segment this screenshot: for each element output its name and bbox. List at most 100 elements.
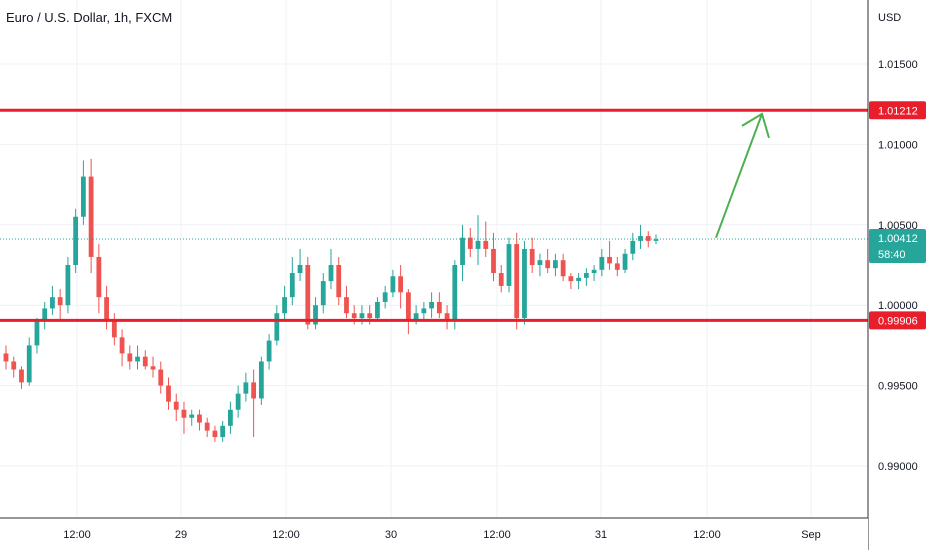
candle-body xyxy=(111,321,117,338)
candle-body xyxy=(181,409,187,418)
candle-body xyxy=(491,248,496,274)
chart-title: Euro / U.S. Dollar, 1h, FXCM xyxy=(6,10,173,25)
level-price-label: 1.01212 xyxy=(878,105,918,117)
price-axis-currency: USD xyxy=(878,12,901,24)
projection-arrow-head xyxy=(741,112,770,139)
candle-body xyxy=(405,292,411,322)
candle-body xyxy=(34,321,40,346)
candle-body xyxy=(560,260,566,277)
level-price-label: 0.99906 xyxy=(878,315,918,327)
candle-body xyxy=(11,361,17,370)
candle-body xyxy=(320,281,326,306)
candle-body xyxy=(475,240,481,249)
candle-body xyxy=(142,356,148,367)
time-axis-panel xyxy=(0,518,868,550)
x-tick-label: 29 xyxy=(175,529,187,541)
x-tick-label: 12:00 xyxy=(693,529,721,541)
candle-body xyxy=(583,273,589,278)
candle-body xyxy=(421,308,427,314)
candle-body xyxy=(158,369,164,386)
candle-body xyxy=(576,277,582,282)
candle-body xyxy=(282,297,287,314)
x-tick-label: 12:00 xyxy=(272,529,300,541)
candle-body xyxy=(65,265,71,306)
candle-body xyxy=(630,240,636,254)
candle-body xyxy=(514,244,520,319)
x-tick-label: 12:00 xyxy=(63,529,91,541)
bar-countdown: 58:40 xyxy=(878,249,906,261)
candle-body xyxy=(622,253,628,270)
candle-body xyxy=(653,239,659,241)
candle-body xyxy=(537,260,543,265)
candle-body xyxy=(274,313,280,341)
candle-body xyxy=(607,256,612,264)
candle-body xyxy=(96,256,102,298)
x-tick-label: 31 xyxy=(595,529,607,541)
level-price-badge xyxy=(869,311,926,330)
candle-body xyxy=(57,297,63,306)
candle-body xyxy=(73,216,79,265)
x-tick-label: 12:00 xyxy=(483,529,511,541)
candle-body xyxy=(305,265,311,325)
candle-body xyxy=(367,313,373,319)
candle-body xyxy=(19,369,24,383)
candle-body xyxy=(467,237,473,249)
candle-body xyxy=(135,356,140,362)
candle-body xyxy=(251,382,257,399)
candle-body xyxy=(328,265,334,282)
candle-body xyxy=(344,297,349,314)
candle-body xyxy=(88,176,94,257)
candle-body xyxy=(50,297,55,309)
x-tick-label: Sep xyxy=(801,529,821,541)
candle-body xyxy=(553,260,558,269)
current-price-badge xyxy=(869,228,926,263)
candle-body xyxy=(189,414,195,418)
candle-body xyxy=(204,422,210,431)
candle-body xyxy=(258,361,264,399)
candle-body xyxy=(80,176,86,217)
candle-body xyxy=(614,263,620,270)
candle-body xyxy=(436,301,442,314)
candle-body xyxy=(212,430,218,438)
y-tick-label: 0.99000 xyxy=(878,461,918,473)
candle-body xyxy=(638,236,643,241)
candle-body xyxy=(3,353,9,362)
candle-body xyxy=(150,366,156,370)
level-price-badge xyxy=(869,101,926,120)
candle-body xyxy=(166,385,171,402)
candle-body xyxy=(529,248,535,265)
y-tick-label: 1.00000 xyxy=(878,300,918,312)
candle-body xyxy=(522,248,527,319)
candle-body xyxy=(266,340,272,362)
projection-arrow-shaft[interactable] xyxy=(715,113,763,239)
candle-body xyxy=(599,256,605,270)
current-price-label: 1.00412 xyxy=(878,233,918,245)
candle-body xyxy=(375,301,380,319)
candle-body xyxy=(297,265,303,274)
candle-body xyxy=(359,313,365,319)
candle-body xyxy=(498,273,504,286)
candle-body xyxy=(429,301,434,309)
candle-body xyxy=(351,313,357,319)
candle-body xyxy=(452,265,458,322)
candle-body xyxy=(336,265,342,298)
candle-body xyxy=(220,425,226,438)
candle-body xyxy=(235,393,241,410)
candle-body xyxy=(173,401,179,410)
candle-body xyxy=(228,409,233,426)
candle-body xyxy=(26,345,32,383)
candle-body xyxy=(483,240,489,249)
candle-body xyxy=(382,292,388,302)
y-tick-label: 0.99500 xyxy=(878,381,918,393)
candle-body xyxy=(42,308,48,322)
candle-body xyxy=(390,276,396,293)
candle-body xyxy=(197,414,202,423)
candle-body xyxy=(104,297,109,322)
candle-body xyxy=(413,313,419,322)
y-tick-label: 1.01000 xyxy=(878,139,918,151)
candle-body xyxy=(591,269,597,274)
candle-body xyxy=(119,337,125,354)
candle-body xyxy=(398,276,404,293)
